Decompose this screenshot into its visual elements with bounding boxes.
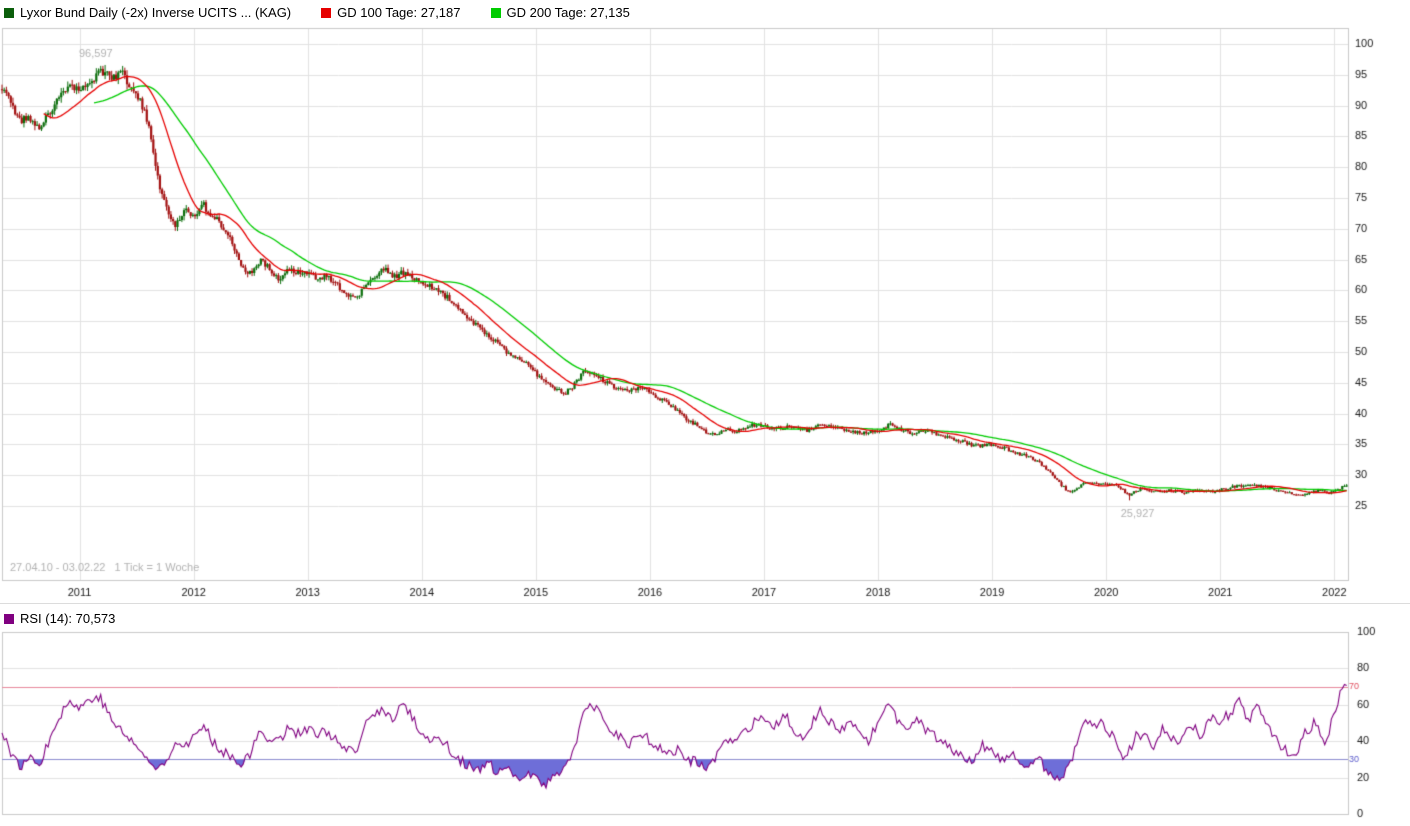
rsi-legend-label: RSI (14): 70,573 [20,611,116,626]
panel-divider [0,603,1410,604]
gd200-series-swatch [490,7,501,18]
rsi-series-swatch [4,613,14,624]
rsi-chart-canvas[interactable] [0,604,1410,826]
gd100-legend-label: GD 100 Tage: 27,187 [337,5,461,20]
price-chart-canvas[interactable] [0,0,1410,604]
gd200-legend-label: GD 200 Tage: 27,135 [506,5,630,20]
instrument-series-swatch [4,7,14,18]
rsi-legend: RSI (14): 70,573 [4,611,145,626]
chart-title: Lyxor Bund Daily (-2x) Inverse UCITS ...… [20,5,292,20]
price-chart-legend: Lyxor Bund Daily (-2x) Inverse UCITS ...… [4,5,660,20]
gd100-series-swatch [321,7,332,18]
